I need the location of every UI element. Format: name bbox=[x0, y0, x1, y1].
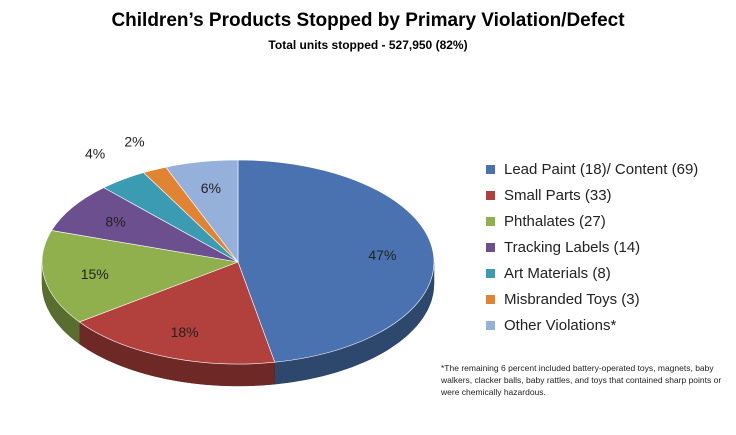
pie-label-3: 8% bbox=[105, 214, 125, 230]
legend-item: Small Parts (33) bbox=[486, 182, 698, 208]
legend-swatch bbox=[486, 216, 495, 226]
pie-slice-0 bbox=[237, 159, 435, 363]
pie-slice-1 bbox=[78, 261, 276, 365]
legend-item: Lead Paint (18)/ Content (69) bbox=[486, 156, 698, 182]
legend-swatch bbox=[486, 268, 495, 278]
legend-label: Other Violations* bbox=[504, 316, 617, 334]
pie-labels: 47% 18% 15% 8% 4% 2% 6% bbox=[81, 134, 397, 341]
legend-item: Phthalates (27) bbox=[486, 208, 698, 234]
legend-label: Phthalates (27) bbox=[504, 212, 606, 230]
chart-legend: Lead Paint (18)/ Content (69) Small Parts… bbox=[486, 156, 698, 338]
legend-label: Art Materials (8) bbox=[504, 264, 611, 282]
chart-subtitle: Total units stopped - 527,950 (82%) bbox=[268, 38, 468, 52]
legend-label: Lead Paint (18)/ Content (69) bbox=[504, 160, 699, 178]
pie-label-6: 6% bbox=[201, 180, 221, 196]
pie-slices bbox=[41, 159, 435, 365]
pie-slice-2 bbox=[41, 230, 240, 323]
pie-label-4: 4% bbox=[85, 146, 105, 162]
legend-item: Misbranded Toys (3) bbox=[486, 286, 698, 312]
pie-label-2: 15% bbox=[81, 266, 109, 282]
pie-slice-6 bbox=[165, 159, 239, 263]
legend-label: Small Parts (33) bbox=[504, 186, 612, 204]
legend-swatch bbox=[486, 294, 495, 304]
pie-label-0: 47% bbox=[368, 247, 396, 263]
footnote: *The remaining 6 percent included batter… bbox=[441, 363, 722, 397]
legend-item: Tracking Labels (14) bbox=[486, 234, 698, 260]
pie-slice-3 bbox=[51, 187, 239, 263]
pie-label-5: 2% bbox=[124, 134, 144, 150]
legend-label: Misbranded Toys (3) bbox=[504, 290, 640, 308]
pie-label-1: 18% bbox=[171, 324, 199, 340]
legend-label: Tracking Labels (14) bbox=[504, 238, 641, 256]
legend-item: Other Violations* bbox=[486, 312, 698, 338]
legend-swatch bbox=[486, 164, 495, 174]
legend-swatch bbox=[486, 320, 495, 330]
legend-swatch bbox=[486, 242, 495, 252]
chart-title: Children’s Products Stopped by Primary V… bbox=[111, 10, 625, 31]
legend-item: Art Materials (8) bbox=[486, 260, 698, 286]
legend-swatch bbox=[486, 190, 495, 200]
